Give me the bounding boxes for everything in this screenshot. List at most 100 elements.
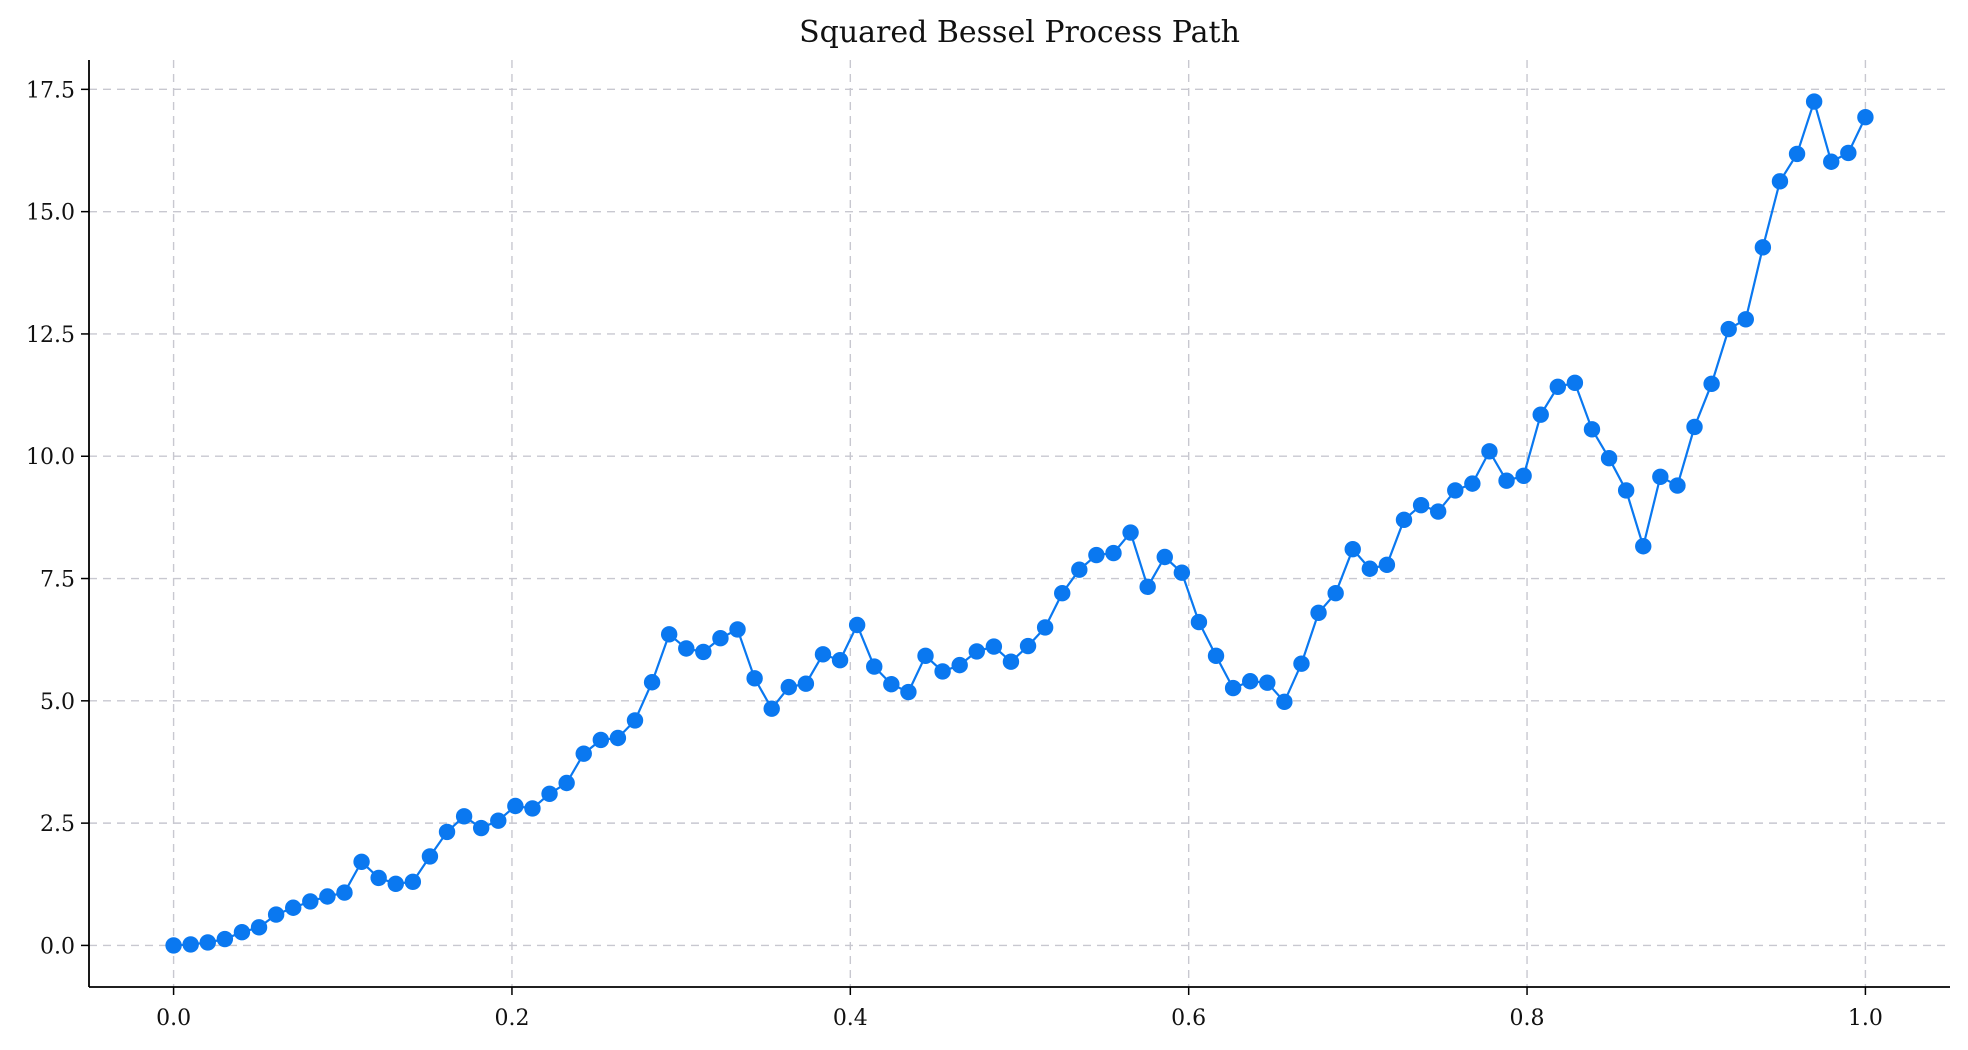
x-tick-label: 0.2 [494, 1006, 529, 1031]
x-tick-label: 0.6 [1171, 1006, 1206, 1031]
data-point [1669, 477, 1686, 494]
data-point [1036, 619, 1054, 636]
data-point [695, 643, 712, 661]
ticks: 0.0 0.2 0.4 0.6 0.8 1.0 0.0 2.5 5.0 7.5 10.0 12.5 15… [26, 78, 1883, 1031]
y-tick-label: 17.5 [26, 78, 75, 103]
data-point [1054, 585, 1071, 602]
data-point [1617, 482, 1635, 499]
x-tick-label: 1.0 [1848, 1006, 1883, 1031]
data-point [1207, 647, 1225, 665]
data-point [814, 646, 832, 663]
data-point [1190, 613, 1208, 631]
data-point [831, 652, 849, 669]
y-tick-label: 12.5 [26, 323, 75, 348]
x-tick-label: 0.0 [156, 1006, 191, 1031]
data-point [455, 808, 473, 825]
data-point [1652, 468, 1669, 485]
data-point [182, 936, 199, 953]
data-point [199, 934, 216, 951]
data-point [1002, 653, 1020, 670]
data-point [319, 888, 336, 905]
data-point [1805, 93, 1823, 110]
data-point [1857, 109, 1874, 126]
data-point [285, 899, 302, 916]
data-point [609, 729, 627, 747]
grid [89, 60, 1950, 987]
data-point [404, 873, 422, 891]
data-point [267, 906, 285, 923]
data-point [336, 884, 353, 901]
data-point [165, 937, 182, 954]
data-point [370, 869, 387, 887]
data-point [866, 658, 883, 675]
x-tick-label: 0.8 [1510, 1006, 1545, 1031]
data-point [421, 848, 439, 865]
data-point [1310, 604, 1327, 621]
data-point [1361, 560, 1379, 577]
data-point [951, 656, 968, 674]
data-point [780, 678, 797, 696]
data-point [934, 663, 951, 680]
data-point [507, 797, 524, 815]
data-point [1481, 443, 1498, 460]
data-point [472, 819, 490, 837]
data-point [490, 812, 507, 829]
data-point [541, 785, 558, 802]
data-point [438, 823, 456, 841]
data-point [216, 930, 234, 948]
y-tick-label: 5.0 [40, 690, 75, 715]
y-tick-label: 7.5 [40, 568, 75, 593]
x-tick-label: 0.4 [833, 1006, 868, 1031]
data-point [900, 683, 917, 701]
data-point [592, 731, 610, 749]
data-point [1412, 496, 1430, 514]
data-point [1173, 564, 1191, 581]
data-point [1498, 472, 1515, 489]
data-point [353, 853, 370, 870]
data-point [1156, 548, 1173, 566]
data-point [1635, 538, 1652, 555]
data-point [1327, 585, 1344, 602]
data-point [1686, 418, 1703, 436]
data-point [1071, 561, 1088, 578]
data-point [1293, 655, 1310, 672]
data-point [1242, 673, 1259, 690]
data-point [1823, 153, 1840, 170]
chart-title: Squared Bessel Process Path [799, 15, 1240, 50]
data-point [1771, 173, 1789, 190]
data-point [1754, 239, 1772, 256]
data-point [917, 647, 934, 665]
data-point [1737, 311, 1754, 328]
y-tick-label: 0.0 [40, 934, 75, 959]
data-point [1139, 578, 1156, 596]
data-point [626, 712, 644, 729]
data-point [575, 745, 592, 762]
data-point [1583, 421, 1601, 438]
data-point [985, 638, 1003, 655]
data-point [524, 800, 541, 817]
y-tick-label: 10.0 [26, 445, 75, 470]
data-point [1703, 375, 1720, 393]
data-point [746, 670, 763, 687]
data-point [1344, 540, 1361, 558]
data-point [1532, 406, 1549, 423]
data-point [1566, 374, 1584, 392]
data-point [1840, 144, 1857, 162]
axes [88, 60, 1950, 988]
data-point [1429, 503, 1447, 520]
y-tick-label: 2.5 [40, 812, 75, 837]
data-point [1720, 320, 1737, 338]
data-point [1105, 544, 1122, 562]
data-point [763, 700, 780, 717]
data-point [1088, 546, 1105, 564]
data-points [165, 93, 1874, 954]
data-point [1464, 475, 1481, 492]
data-point [1395, 511, 1413, 529]
series-line [173, 97, 1867, 947]
data-point [660, 626, 678, 643]
data-point [1447, 482, 1464, 499]
data-point [1549, 378, 1567, 395]
data-point [1019, 637, 1037, 655]
